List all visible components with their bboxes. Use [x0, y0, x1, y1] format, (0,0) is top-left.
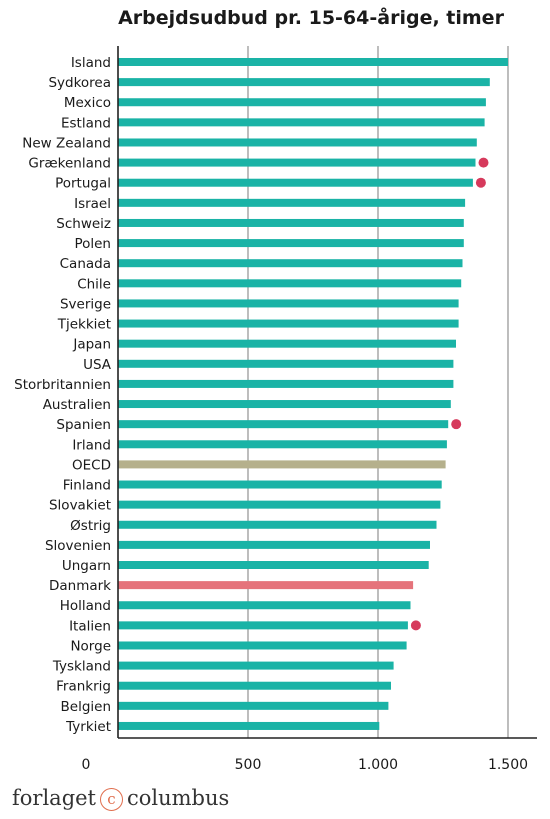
bar-27: [118, 601, 411, 610]
category-label-14: Japan: [72, 337, 111, 353]
markers: [410, 157, 489, 631]
category-label-2: Mexico: [64, 95, 111, 111]
publisher-logo: forlaget c columbus: [12, 786, 229, 811]
bar-33: [118, 721, 380, 730]
x-tick-label-3: 1.500: [488, 757, 528, 773]
chart-title: Arbejdsudbud pr. 15-64-årige, timer: [118, 5, 505, 29]
marker-28: [410, 620, 421, 631]
category-label-31: Frankrig: [56, 679, 111, 695]
category-label-23: Østrig: [70, 518, 111, 534]
brand-name-right: columbus: [127, 786, 230, 810]
category-label-28: Italien: [69, 618, 111, 634]
bar-29: [118, 641, 407, 650]
bar-19: [118, 440, 447, 449]
bar-0: [118, 58, 508, 66]
bar-20: [118, 460, 446, 469]
bar-9: [118, 239, 464, 248]
bar-24: [118, 540, 430, 549]
category-label-9: Polen: [74, 236, 111, 252]
marker-18: [451, 419, 462, 430]
bar-11: [118, 279, 462, 288]
category-label-11: Chile: [77, 276, 111, 292]
category-label-19: Irland: [72, 437, 111, 453]
bar-32: [118, 701, 389, 710]
axes: [117, 46, 537, 739]
bars: [118, 58, 508, 730]
category-label-22: Slovakiet: [49, 498, 111, 514]
category-label-13: Tjekkiet: [57, 317, 111, 333]
bar-15: [118, 359, 454, 368]
bar-14: [118, 339, 456, 348]
category-label-3: Estland: [61, 115, 111, 131]
marker-6: [475, 177, 486, 188]
category-label-33: Tyrkiet: [65, 719, 111, 735]
bar-25: [118, 561, 429, 569]
bar-4: [118, 138, 477, 147]
category-label-29: Norge: [70, 638, 111, 654]
grid-lines: [247, 46, 509, 738]
bar-28: [118, 621, 408, 630]
bar-12: [118, 299, 459, 308]
bar-10: [118, 259, 463, 268]
category-label-7: Israel: [74, 196, 111, 212]
bar-23: [118, 520, 437, 529]
category-label-30: Tyskland: [52, 659, 111, 675]
bar-31: [118, 681, 391, 690]
category-label-1: Sydkorea: [48, 75, 111, 91]
copyright-icon: c: [100, 788, 123, 811]
category-label-27: Holland: [60, 598, 111, 614]
bar-8: [118, 218, 464, 227]
bar-30: [118, 661, 394, 670]
category-label-4: New Zealand: [22, 135, 111, 151]
tick-labels: 0 500 1.000 1.500: [82, 757, 529, 773]
x-tick-label-2: 1.000: [358, 757, 398, 773]
category-label-32: Belgien: [61, 699, 112, 715]
category-label-25: Ungarn: [62, 558, 111, 574]
category-label-17: Australien: [43, 397, 111, 413]
bar-21: [118, 480, 442, 489]
bar-22: [118, 500, 441, 509]
bar-2: [118, 98, 486, 107]
category-label-16: Storbritannien: [14, 377, 111, 393]
category-label-20: OECD: [72, 457, 111, 473]
bar-3: [118, 118, 485, 127]
bar-7: [118, 198, 466, 207]
bar-26: [118, 581, 414, 590]
category-label-26: Danmark: [49, 578, 111, 594]
marker-5: [478, 157, 489, 168]
bar-18: [118, 420, 449, 429]
bar-13: [118, 319, 459, 328]
bar-16: [118, 379, 454, 388]
category-label-0: Island: [71, 55, 111, 71]
bar-6: [118, 178, 473, 187]
bar-17: [118, 400, 451, 409]
category-label-10: Canada: [60, 256, 111, 272]
category-labels: Island Sydkorea Mexico Estland New Zealand Gr…: [14, 55, 112, 735]
brand-name-left: forlaget: [12, 786, 96, 810]
x-tick-label-1: 500: [235, 757, 262, 773]
category-label-6: Portugal: [55, 176, 111, 192]
bar-5: [118, 158, 476, 167]
x-tick-label-0: 0: [82, 757, 91, 773]
bar-1: [118, 78, 490, 87]
category-label-18: Spanien: [56, 417, 111, 433]
category-label-24: Slovenien: [45, 538, 111, 554]
category-label-8: Schweiz: [56, 216, 111, 232]
category-label-12: Sverige: [60, 296, 111, 312]
category-label-21: Finland: [63, 478, 111, 494]
category-label-5: Grækenland: [28, 156, 111, 172]
category-label-15: USA: [83, 357, 112, 373]
